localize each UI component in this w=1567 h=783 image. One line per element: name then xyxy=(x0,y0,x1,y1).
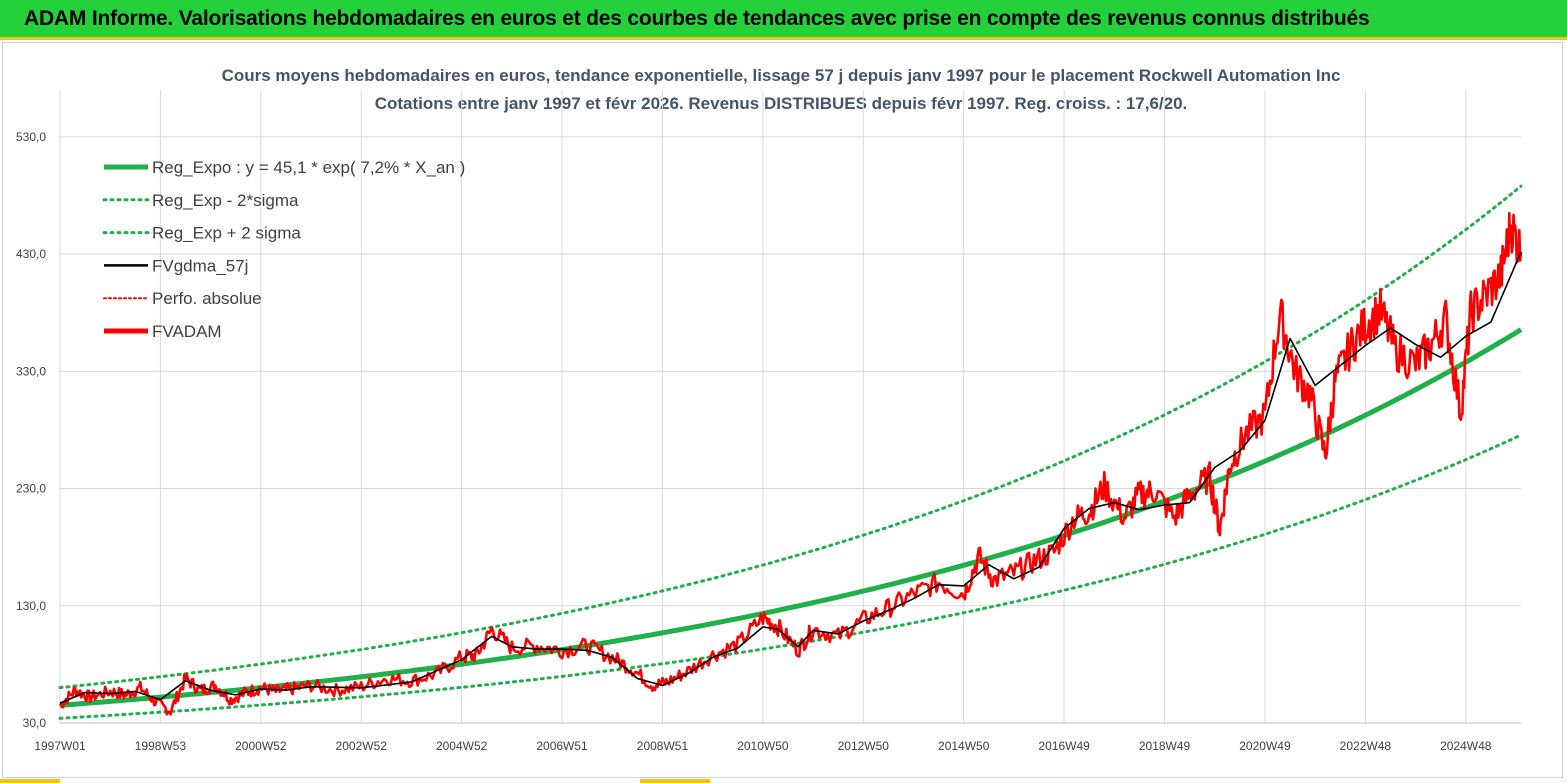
gridlines xyxy=(59,90,1521,724)
x-axis: 1997W01 1998W53 2000W52 2002W52 2004W52 2006W… xyxy=(34,722,1521,753)
series-reg-exp-plus-2sigma xyxy=(58,184,1523,690)
legend-label: Reg_Expo : y = 45,1 * exp( 7,2% * X_an ) xyxy=(152,158,465,177)
x-tick-label: 2012W50 xyxy=(838,739,890,753)
y-tick-label: 430,0 xyxy=(16,247,46,261)
report-title: ADAM Informe. Valorisations hebdomadaire… xyxy=(24,7,1370,30)
x-tick-label: 2010W50 xyxy=(737,739,789,753)
x-tick-label: 2020W49 xyxy=(1239,739,1291,753)
x-tick-label: 2004W52 xyxy=(436,739,488,753)
bottom-accent-middle xyxy=(640,779,710,783)
x-tick-label: 2018W49 xyxy=(1139,739,1191,753)
y-tick-label: 530,0 xyxy=(16,130,46,144)
x-tick-label: 2016W49 xyxy=(1038,739,1090,753)
legend-label: Perfo. absolue xyxy=(152,289,262,308)
bottom-accent-left xyxy=(0,779,60,783)
legend-label: Reg_Exp + 2 sigma xyxy=(152,224,301,243)
chart-title-line-1: Cours moyens hebdomadaires en euros, ten… xyxy=(222,66,1341,85)
y-tick-label: 330,0 xyxy=(16,364,46,378)
legend-label: FVADAM xyxy=(152,322,222,341)
y-axis: 30,0 130,0 230,0 330,0 430,0 530,0 xyxy=(16,130,46,730)
x-tick-label: 2014W50 xyxy=(938,739,990,753)
y-tick-label: 130,0 xyxy=(16,599,46,613)
x-tick-label: 2008W51 xyxy=(637,739,689,753)
legend-label: FVgdma_57j xyxy=(152,256,248,275)
series-fvgdma-57j xyxy=(59,251,1522,704)
series-fvadam xyxy=(58,211,1523,716)
x-tick-label: 2022W48 xyxy=(1340,739,1392,753)
x-tick-label: 1998W53 xyxy=(135,739,187,753)
y-tick-label: 30,0 xyxy=(23,716,47,730)
x-tick-label: 2006W51 xyxy=(536,739,588,753)
legend-label: Reg_Exp - 2*sigma xyxy=(152,191,299,210)
x-tick-label: 2002W52 xyxy=(336,739,388,753)
y-tick-label: 230,0 xyxy=(16,482,46,496)
x-tick-label: 2000W52 xyxy=(235,739,287,753)
bottom-rule xyxy=(0,779,1567,783)
legend: Reg_Expo : y = 45,1 * exp( 7,2% * X_an )… xyxy=(102,158,465,341)
series-reg-exp-minus-2sigma xyxy=(58,433,1523,720)
chart-frame xyxy=(2,42,1563,778)
x-tick-label: 1997W01 xyxy=(34,739,86,753)
series-lines xyxy=(58,184,1523,720)
chart-title-line-2: Cotations entre janv 1997 et févr 2026. … xyxy=(375,94,1188,113)
report-banner: ADAM Informe. Valorisations hebdomadaire… xyxy=(0,0,1567,40)
x-tick-label: 2024W48 xyxy=(1440,739,1492,753)
